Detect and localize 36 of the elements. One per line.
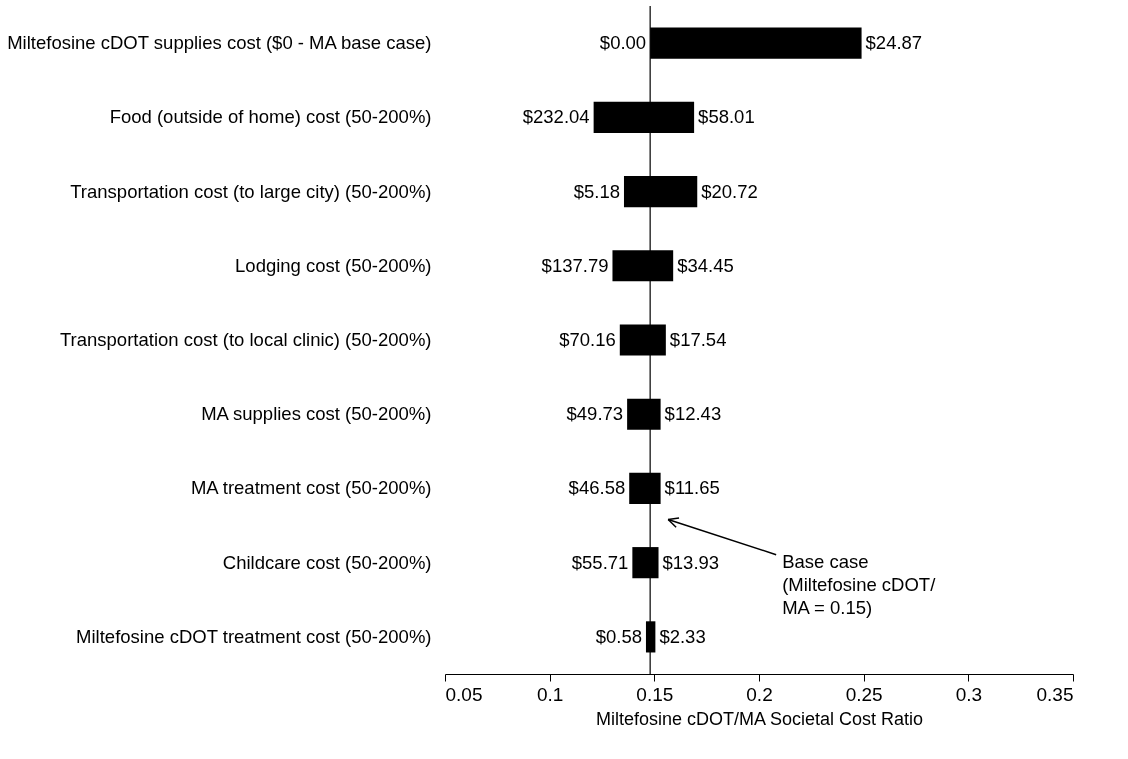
annotation: $20.72 <box>701 180 758 202</box>
annotation: $46.58 <box>568 477 626 499</box>
y-tick-label: MA supplies cost (50-200%) <box>201 403 432 425</box>
annotation: $2.33 <box>659 625 706 647</box>
x-axis-title: Miltefosine cDOT/MA Societal Cost Ratio <box>595 708 924 729</box>
annotation: $13.93 <box>662 551 720 573</box>
annotation: $137.79 <box>541 254 609 276</box>
x-tick-label: 0.05 <box>445 683 483 705</box>
annotation: $0.58 <box>595 625 642 647</box>
annotation: $17.54 <box>669 329 727 350</box>
x-tick-label: 0.25 <box>845 683 883 705</box>
annotation: Base case (Miltefosine cDOT/ MA = 0.15) <box>782 550 937 618</box>
x-tick-label: 0.15 <box>636 683 674 705</box>
annotation: $12.43 <box>664 403 722 425</box>
annotation: $70.16 <box>559 329 616 350</box>
y-tick-label: Miltefosine cDOT supplies cost ($0 - MA base case) <box>7 32 432 54</box>
y-tick-label: Transportation cost (to local clinic) (50-200%) <box>59 329 432 350</box>
annotation: $55.71 <box>571 551 629 573</box>
x-tick-label: 0.1 <box>536 683 564 705</box>
x-tick-label: 0.2 <box>746 683 773 705</box>
y-tick-label: Lodging cost (50-200%) <box>235 254 432 276</box>
y-tick-label: Transportation cost (to large city) (50-200%) <box>70 180 432 202</box>
y-tick-label: Childcare cost (50-200%) <box>222 551 432 573</box>
annotation: $24.87 <box>865 32 923 54</box>
x-tick-label: 0.35 <box>1036 683 1074 705</box>
annotation: $5.18 <box>573 180 620 202</box>
y-tick-label: Food (outside of home) cost (50-200%) <box>109 106 432 128</box>
y-tick-label: MA treatment cost (50-200%) <box>190 477 432 499</box>
annotation: $11.65 <box>664 477 720 499</box>
annotation: $49.73 <box>566 403 624 425</box>
annotation: $34.45 <box>677 254 734 276</box>
x-tick-label: 0.3 <box>955 683 983 705</box>
annotation: $0.00 <box>599 32 647 54</box>
y-tick-label: Miltefosine cDOT treatment cost (50-200%) <box>76 625 432 647</box>
annotation: $58.01 <box>698 106 755 128</box>
annotation: $232.04 <box>522 106 590 128</box>
